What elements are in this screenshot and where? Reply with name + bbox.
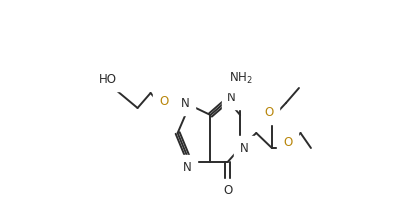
Text: N: N bbox=[240, 141, 249, 155]
Text: HO: HO bbox=[99, 73, 117, 86]
Text: O: O bbox=[265, 106, 274, 119]
Text: O: O bbox=[159, 95, 168, 108]
Text: N: N bbox=[180, 97, 189, 110]
Text: NH$_2$: NH$_2$ bbox=[229, 71, 253, 86]
Text: O: O bbox=[223, 184, 232, 198]
Text: N: N bbox=[227, 91, 236, 104]
Text: O: O bbox=[283, 135, 292, 149]
Text: N: N bbox=[183, 161, 192, 174]
